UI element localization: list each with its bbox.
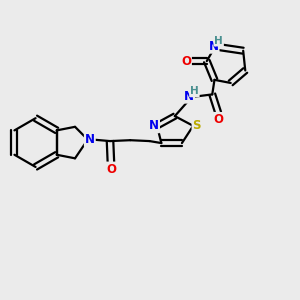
Text: O: O bbox=[106, 163, 116, 176]
Text: O: O bbox=[214, 113, 224, 126]
Text: N: N bbox=[184, 90, 194, 103]
Text: N: N bbox=[208, 40, 219, 53]
Text: N: N bbox=[85, 133, 95, 146]
Text: O: O bbox=[181, 55, 191, 68]
Text: S: S bbox=[193, 119, 201, 132]
Text: N: N bbox=[149, 119, 159, 132]
Text: H: H bbox=[214, 36, 223, 46]
Text: H: H bbox=[190, 86, 199, 96]
